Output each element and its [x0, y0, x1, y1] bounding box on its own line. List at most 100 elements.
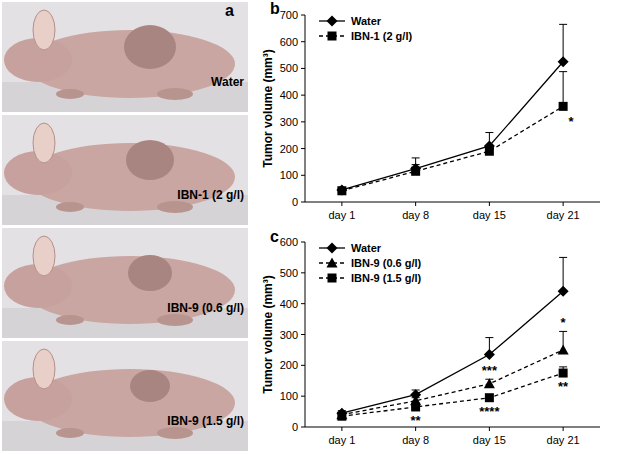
y-tick	[301, 95, 305, 96]
y-tick-label: 600	[280, 236, 298, 248]
panel-label: a	[225, 2, 234, 19]
x-tick-label: day 21	[547, 209, 580, 221]
mouse-leg	[157, 201, 193, 213]
legend-label: Water	[351, 15, 382, 27]
mouse-leg	[56, 428, 84, 438]
y-tick	[301, 68, 305, 69]
y-tick	[301, 202, 305, 203]
y-tick-label: 100	[280, 169, 298, 181]
significance: **	[411, 413, 422, 428]
y-tick	[301, 272, 305, 273]
series-line	[342, 62, 563, 190]
y-tick	[301, 303, 305, 304]
x-tick	[341, 427, 342, 431]
photo-background	[2, 2, 248, 112]
point	[484, 349, 495, 360]
y-tick	[301, 427, 305, 428]
mouse-ear	[33, 349, 55, 389]
y-tick	[301, 242, 305, 243]
y-tick-label: 0	[292, 196, 298, 208]
x-tick-label: day 8	[402, 434, 429, 446]
x-tick	[489, 427, 490, 431]
photo-label: Water	[211, 75, 244, 89]
point	[484, 378, 495, 388]
x-tick	[489, 202, 490, 206]
y-tick-label: 400	[280, 89, 298, 101]
legend-label: Water	[351, 242, 382, 254]
error-cap	[559, 366, 567, 367]
y-tick-label: 700	[280, 9, 298, 21]
x-axis	[305, 427, 600, 428]
y-axis-label: Tumor volume (mm³)	[261, 275, 275, 393]
plot-area	[336, 24, 568, 195]
y-tick-label: 200	[280, 143, 298, 155]
panel-label: c	[270, 228, 279, 245]
y-tick-label: 600	[280, 36, 298, 48]
photo-background	[2, 228, 248, 338]
point	[411, 167, 420, 176]
point	[559, 369, 568, 378]
mouse-photo: Water	[2, 2, 248, 112]
y-tick-label: 500	[280, 267, 298, 279]
significance: *	[561, 315, 567, 330]
error-cap	[412, 164, 420, 165]
mouse-leg	[157, 88, 193, 100]
error-cap	[559, 71, 567, 72]
error-bar	[559, 24, 567, 61]
point	[337, 412, 346, 421]
photo-label: IBN-9 (1.5 g/l)	[167, 414, 244, 428]
panel-a: Water IBN-1 (2 g/l) IBN-9 (0.6 g/l) IBN-9 (…	[2, 2, 248, 451]
y-tick-label: 500	[280, 62, 298, 74]
point	[559, 102, 568, 111]
legend-marker	[328, 32, 337, 41]
y-tick-label: 300	[280, 329, 298, 341]
point	[485, 147, 494, 156]
y-tick-label: 0	[292, 421, 298, 433]
mouse-photo: IBN-9 (1.5 g/l)	[2, 341, 248, 451]
mouse-leg	[56, 315, 84, 325]
legend: WaterIBN-9 (0.6 g/l)IBN-9 (1.5 g/l)	[319, 242, 422, 284]
error-cap	[559, 331, 567, 332]
error-cap	[559, 24, 567, 25]
y-tick	[301, 41, 305, 42]
photo-label: IBN-1 (2 g/l)	[177, 188, 244, 202]
significance: **	[558, 379, 569, 394]
x-tick	[341, 202, 342, 206]
chart: c0100200300400500600day 1day 8day 15day …	[261, 228, 600, 446]
error-cap	[412, 157, 420, 158]
legend-marker	[327, 16, 338, 27]
point	[558, 286, 569, 297]
x-tick-label: day 8	[402, 209, 429, 221]
series-line	[342, 373, 563, 416]
significance: ****	[479, 404, 500, 419]
x-tick	[563, 427, 564, 431]
error-cap	[485, 132, 493, 133]
y-tick-label: 200	[280, 359, 298, 371]
point	[558, 56, 569, 67]
figure: Water IBN-1 (2 g/l) IBN-9 (0.6 g/l) IBN-9 (…	[0, 0, 626, 454]
tumor	[126, 140, 174, 180]
tumor	[128, 255, 172, 291]
significance: ***	[482, 363, 498, 378]
legend-marker	[327, 243, 338, 254]
significance: *	[569, 114, 575, 129]
mouse-photo: IBN-9 (0.6 g/l)	[2, 228, 248, 338]
x-tick-label: day 1	[328, 209, 355, 221]
x-axis	[305, 202, 600, 203]
tumor	[124, 25, 176, 69]
x-tick	[563, 202, 564, 206]
mouse-leg	[56, 202, 84, 212]
error-bar	[559, 72, 567, 107]
legend-label: IBN-9 (0.6 g/l)	[351, 257, 422, 269]
photo-label: IBN-9 (0.6 g/l)	[167, 301, 244, 315]
y-axis-label: Tumor volume (mm³)	[261, 49, 275, 167]
series-line	[342, 350, 563, 415]
y-tick	[301, 148, 305, 149]
y-tick	[301, 396, 305, 397]
point	[485, 393, 494, 402]
mouse-photo: IBN-1 (2 g/l)	[2, 115, 248, 225]
legend-label: IBN-1 (2 g/l)	[351, 30, 412, 42]
x-tick-label: day 15	[473, 209, 506, 221]
mouse-ear	[33, 123, 55, 163]
mouse-ear	[33, 236, 55, 276]
